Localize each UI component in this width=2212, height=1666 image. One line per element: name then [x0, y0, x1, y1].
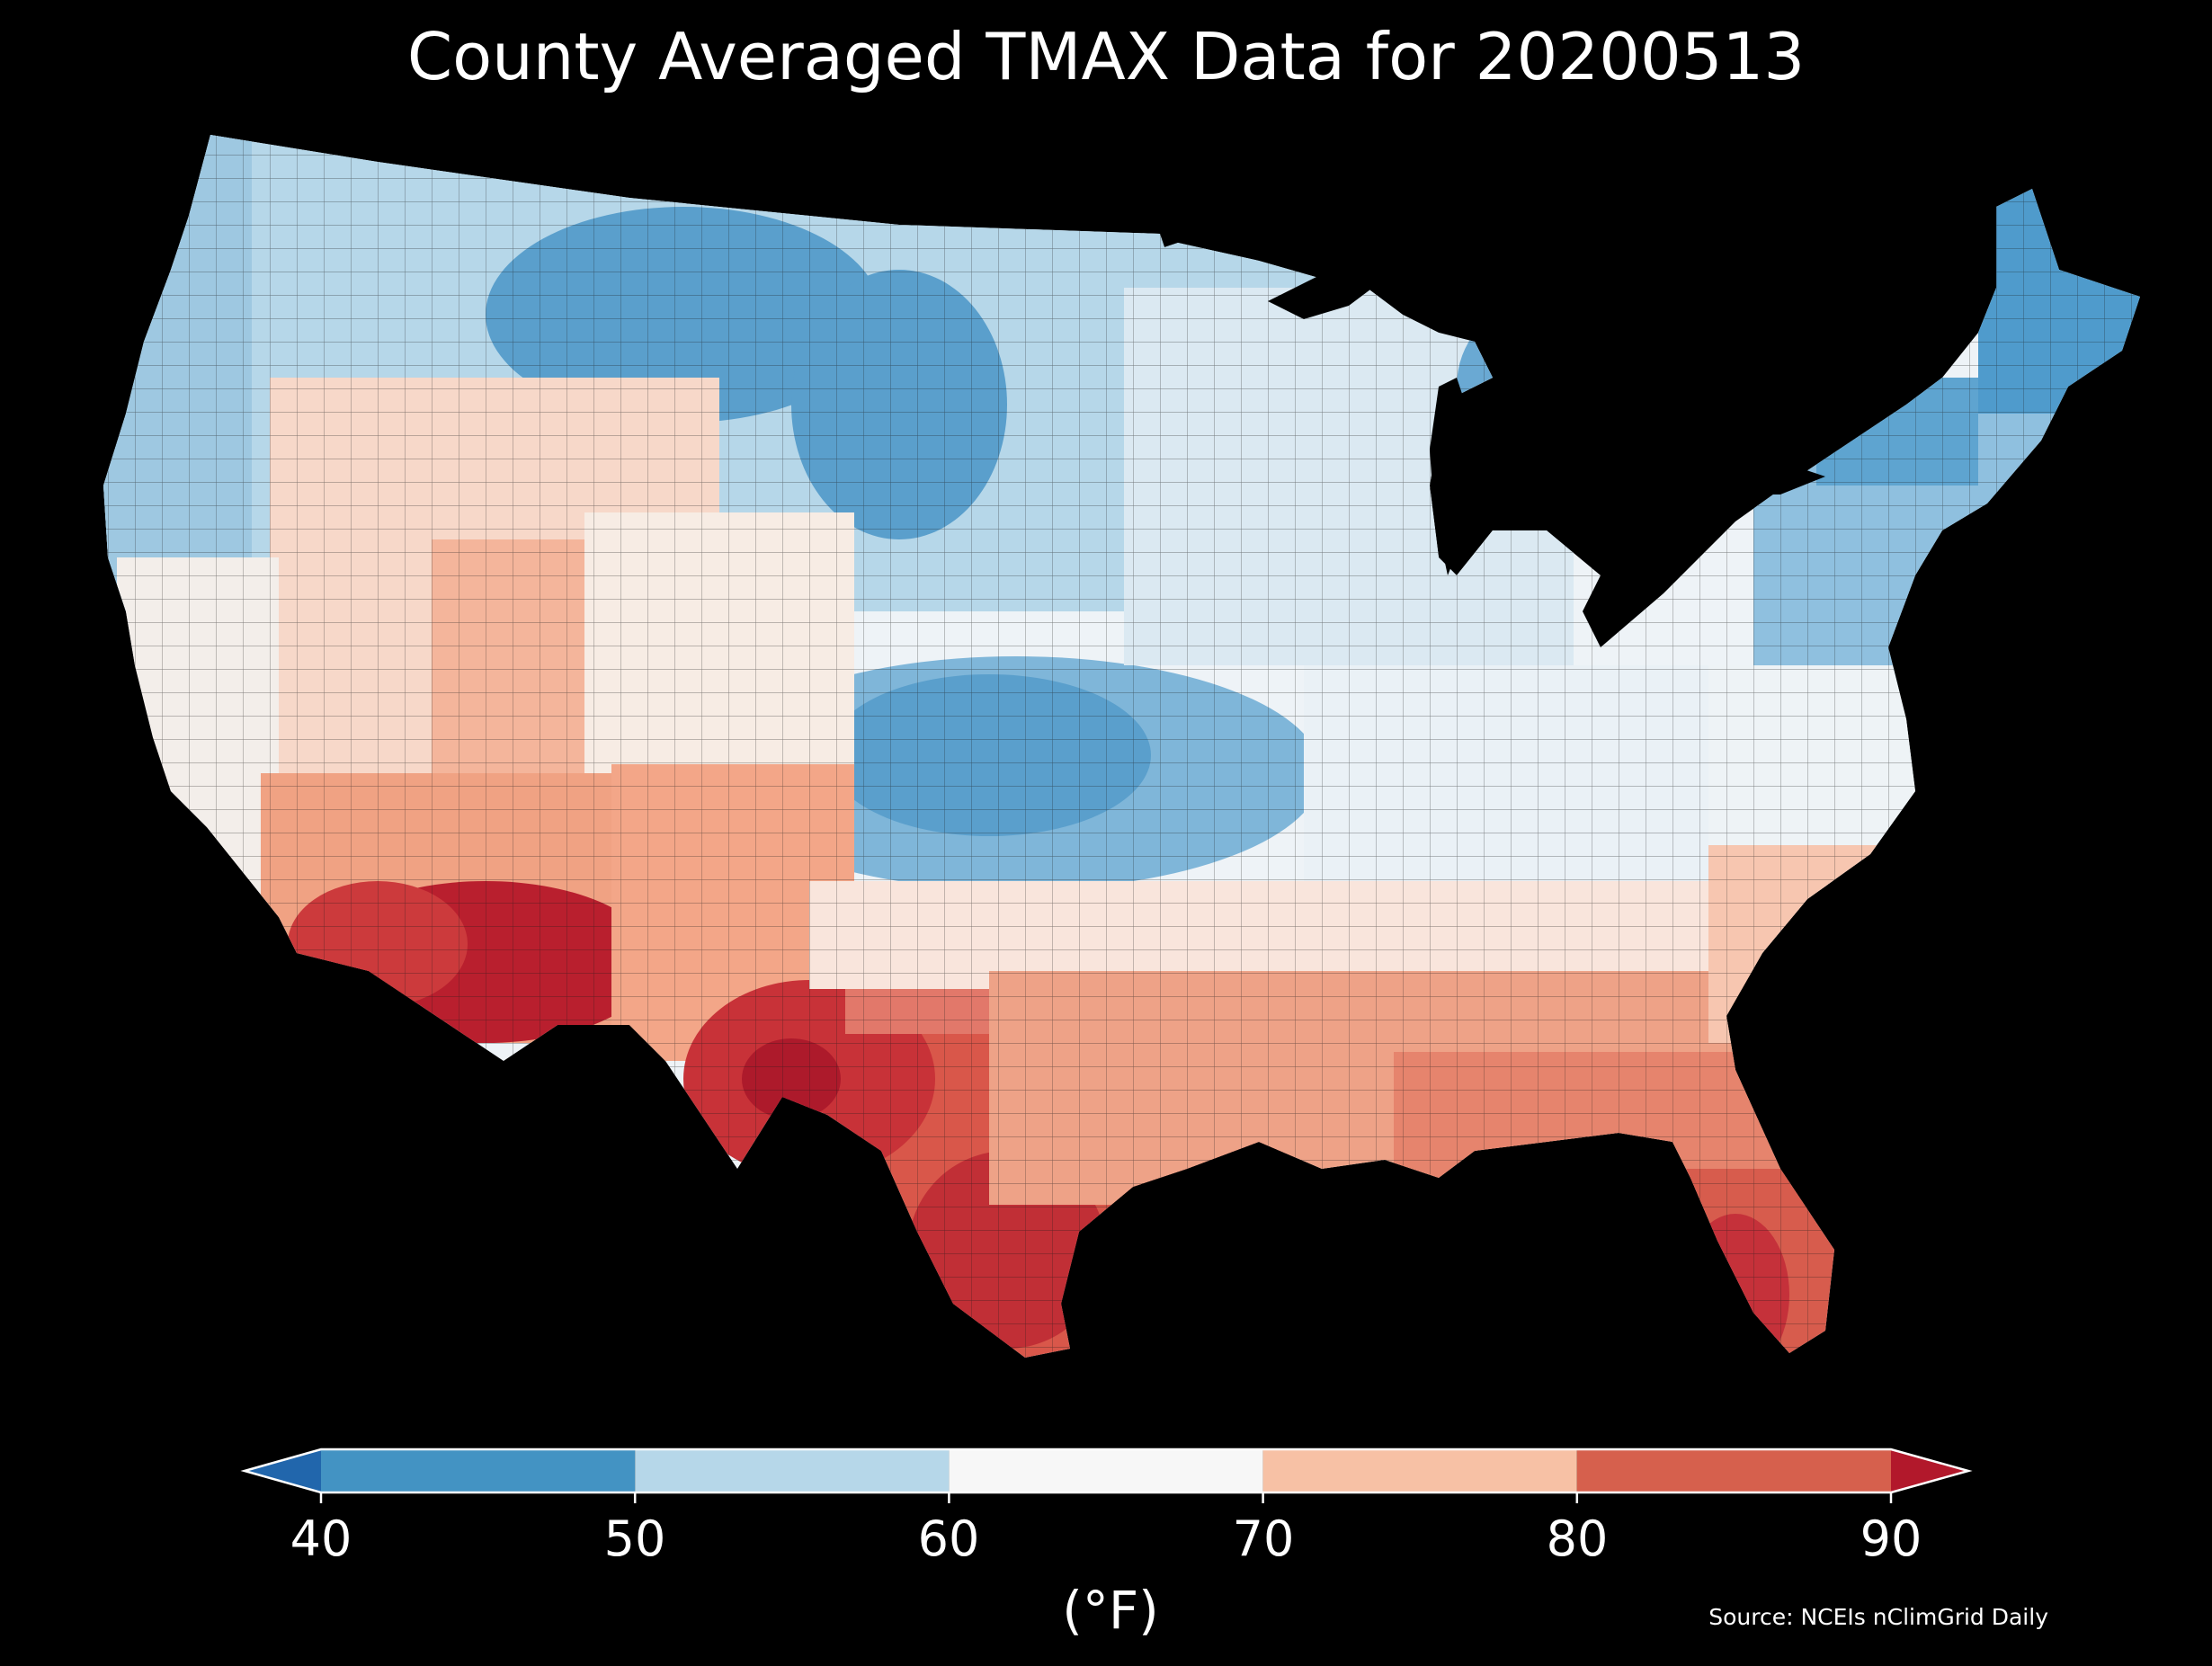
lake-ontario [1735, 468, 1825, 494]
us-counties [103, 135, 2140, 1358]
colorbar-over-extend [1891, 1449, 1968, 1492]
lake-michigan [1430, 378, 1475, 575]
map-svg [103, 135, 2140, 1358]
county-tmax-map [0, 108, 2212, 1403]
colorbar-bins [321, 1449, 1891, 1492]
colorbar-bin [321, 1449, 636, 1492]
colorbar-ticks [319, 1492, 1893, 1503]
colorbar-tick-label: 80 [1546, 1510, 1609, 1567]
county-boundaries [103, 135, 2140, 1358]
colorbar-tick-label: 50 [603, 1510, 666, 1567]
colorbar-unit-label: (°F) [1062, 1580, 1159, 1641]
lake-huron [1547, 351, 1601, 450]
colorbar-tick-label: 70 [1232, 1510, 1295, 1567]
colorbar-bin [635, 1449, 950, 1492]
lake-erie [1592, 486, 1708, 530]
lake-superior [1268, 265, 1385, 319]
colorbar-under-extend [245, 1449, 321, 1492]
colorbar-svg [240, 1448, 1973, 1503]
map-title: County Averaged TMAX Data for 20200513 [406, 19, 1806, 94]
colorbar-bin [1576, 1449, 1891, 1492]
great-lakes [1268, 265, 1825, 575]
colorbar-tick-label: 60 [917, 1510, 980, 1567]
source-attribution: Source: NCEIs nClimGrid Daily [1708, 1604, 2048, 1630]
colorbar-tick-label: 90 [1860, 1510, 1922, 1567]
colorbar-tick-label: 40 [290, 1510, 352, 1567]
colorbar [0, 1439, 2212, 1582]
colorbar-bin [1262, 1449, 1577, 1492]
colorbar-bin [949, 1449, 1263, 1492]
